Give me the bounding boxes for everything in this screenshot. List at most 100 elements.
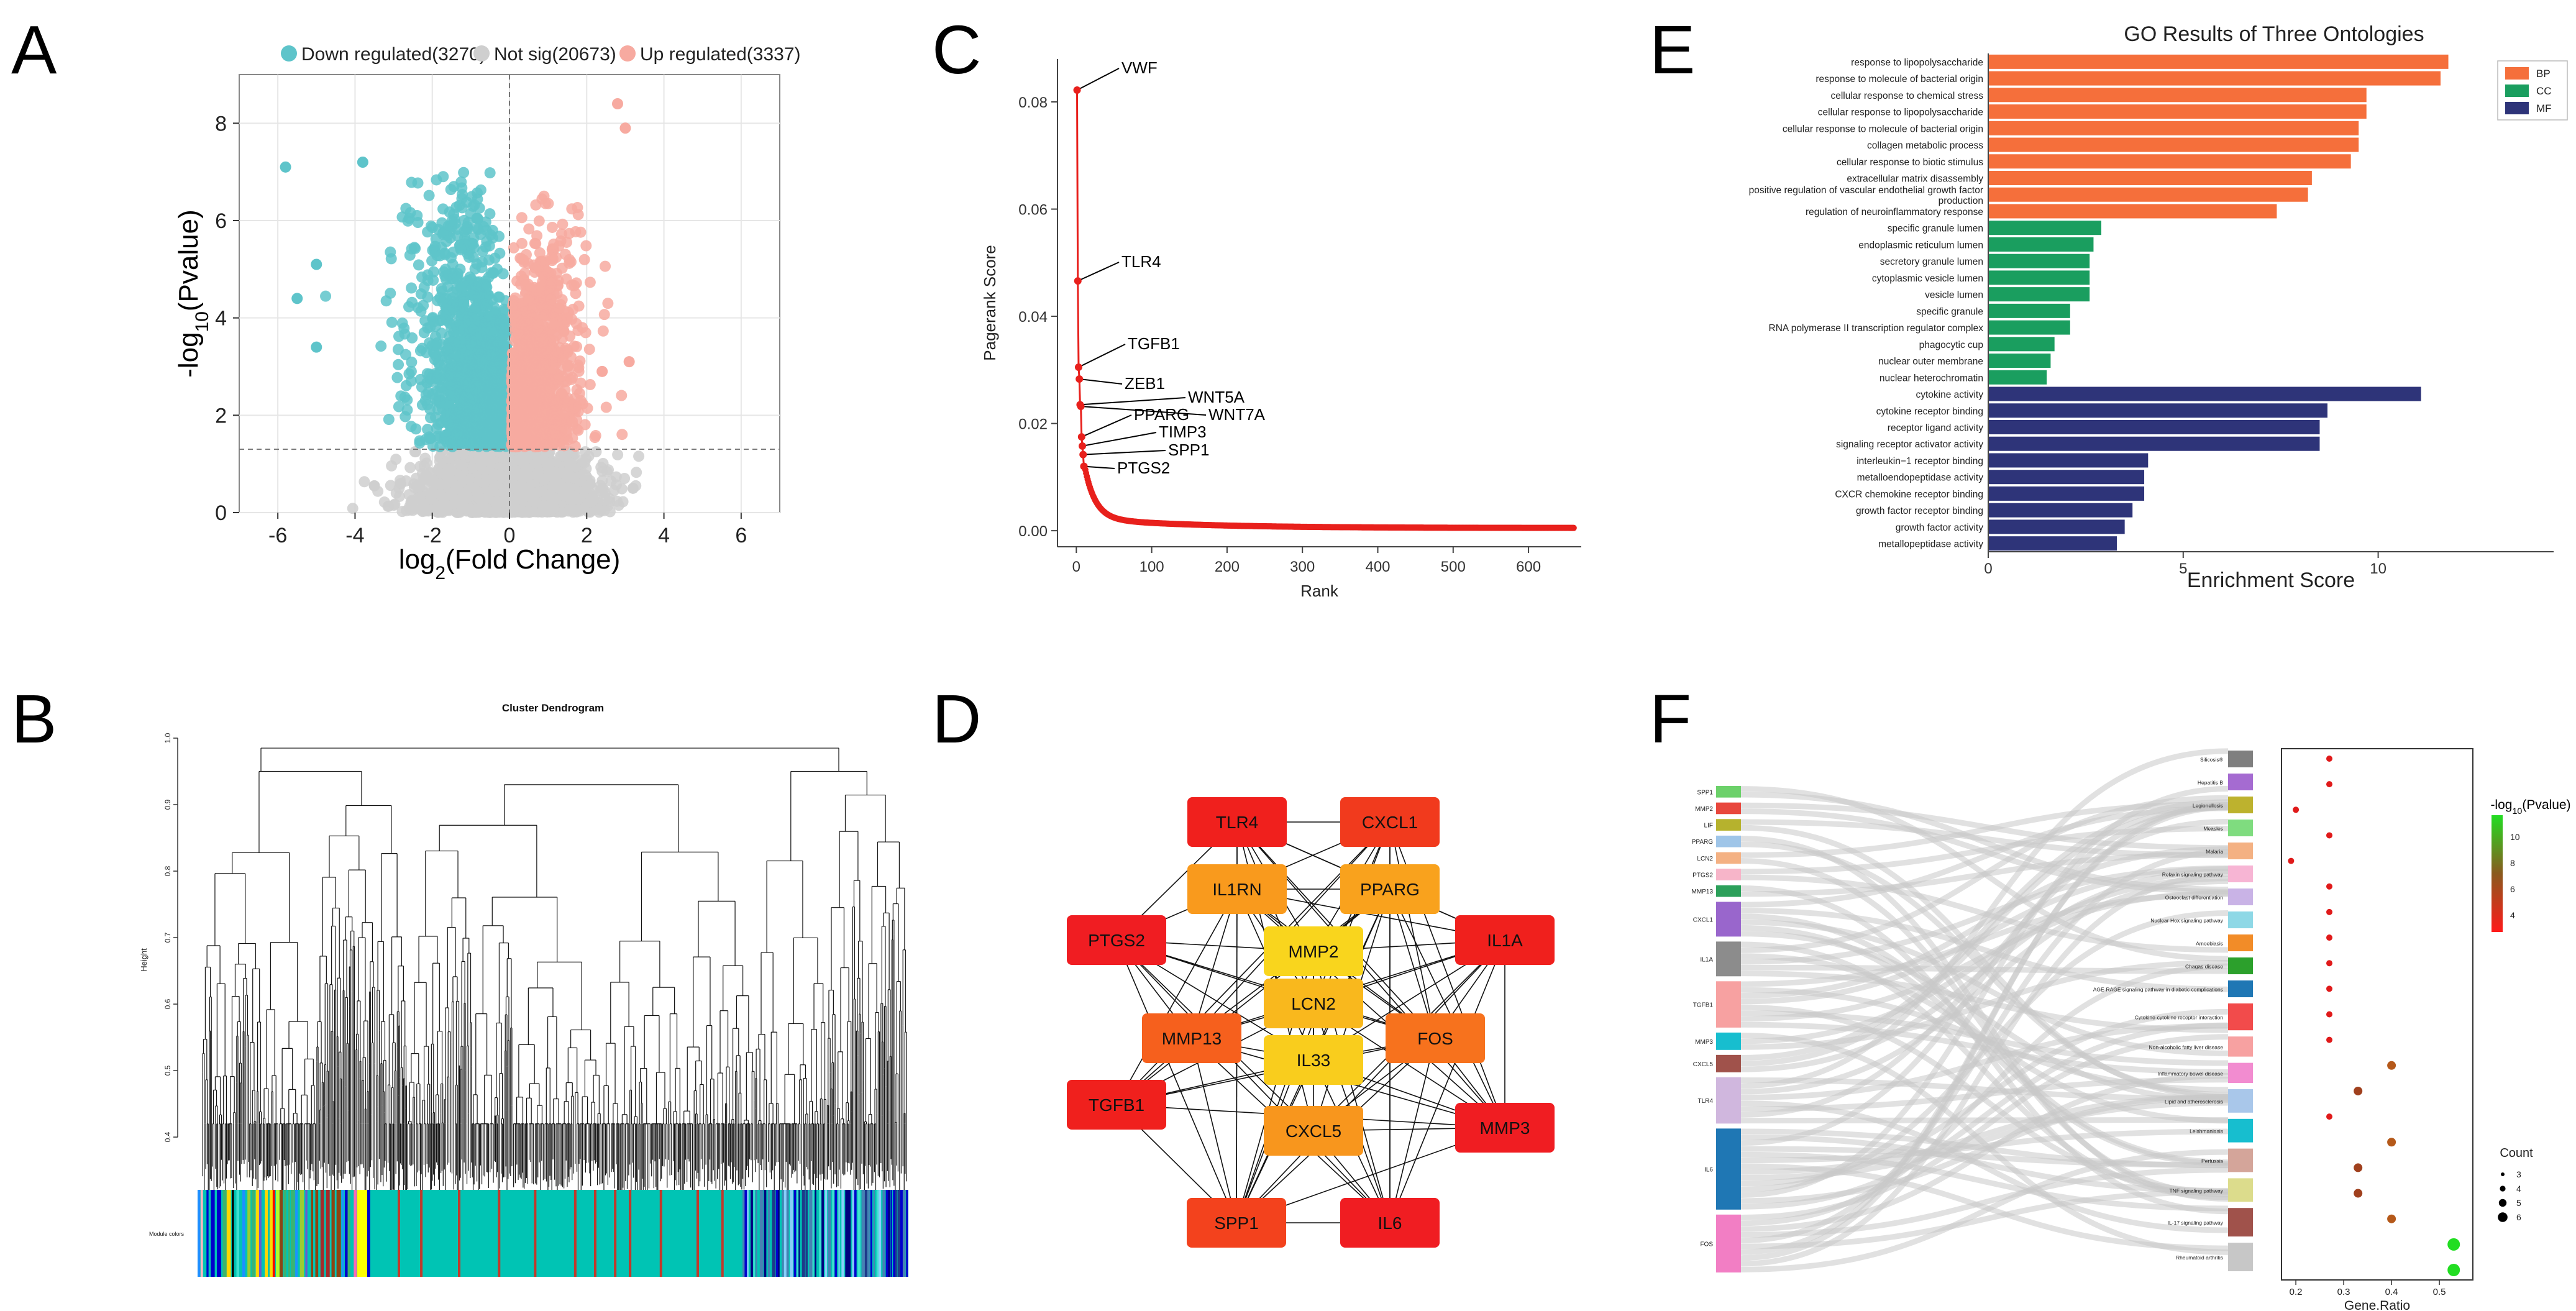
volcano-point: [470, 506, 482, 518]
volcano-point: [575, 226, 587, 238]
volcano-point: [386, 460, 398, 472]
volcano-point: [419, 452, 431, 464]
volcano-point: [616, 483, 628, 495]
volcano-point: [404, 462, 416, 473]
volcano-point: [494, 424, 506, 436]
volcano-point: [508, 493, 520, 505]
volcano-point: [472, 212, 483, 224]
volcano-point: [577, 322, 588, 334]
volcano-point: [458, 167, 470, 178]
volcano-point: [396, 317, 408, 329]
volcano-point: [484, 208, 496, 220]
volcano-point: [481, 281, 493, 293]
volcano-point: [418, 281, 430, 293]
volcano-point: [393, 359, 404, 370]
volcano-point: [412, 177, 424, 189]
volcano-point: [612, 449, 624, 460]
volcano-point: [395, 478, 406, 490]
volcano-point: [489, 409, 501, 421]
volcano-point: [452, 223, 464, 235]
volcano-point: [359, 476, 370, 488]
volcano-point: [464, 271, 476, 283]
volcano-point: [473, 426, 485, 438]
volcano-point: [530, 199, 542, 211]
volcano-point: [420, 474, 432, 486]
volcano-point: [447, 273, 459, 285]
volcano-point: [429, 339, 441, 351]
volcano-point: [422, 399, 434, 411]
volcano-point: [477, 340, 489, 352]
panel-label-d: D: [932, 681, 981, 757]
volcano-point: [598, 309, 610, 321]
volcano-point: [464, 400, 476, 411]
volcano-point: [473, 291, 485, 303]
volcano-point: [597, 325, 609, 337]
volcano-point: [400, 380, 412, 391]
volcano-point: [461, 196, 473, 208]
volcano-point: [391, 372, 403, 383]
volcano-point: [477, 316, 489, 328]
volcano-point: [406, 282, 418, 294]
volcano-point: [427, 313, 439, 324]
volcano-point: [396, 506, 408, 518]
volcano-point: [472, 486, 484, 498]
volcano-point: [572, 202, 583, 214]
volcano-point: [385, 246, 396, 258]
volcano-point: [579, 457, 591, 468]
volcano-point: [410, 423, 422, 435]
volcano-point: [616, 429, 628, 441]
volcano-point: [442, 477, 454, 488]
volcano-point: [580, 240, 592, 252]
volcano-point: [445, 184, 457, 196]
volcano-point: [557, 218, 569, 230]
volcano-point: [442, 397, 454, 409]
volcano-point: [462, 424, 474, 436]
volcano-point: [463, 252, 475, 263]
volcano-point: [481, 473, 493, 485]
volcano-point: [423, 431, 435, 443]
volcano-point: [555, 450, 567, 462]
volcano-point: [431, 502, 442, 514]
volcano-point: [546, 221, 558, 233]
volcano-point: [478, 495, 490, 507]
volcano-point: [633, 450, 645, 462]
volcano-point: [458, 322, 470, 334]
volcano-point: [442, 343, 454, 355]
volcano-point: [565, 457, 577, 469]
volcano-point: [520, 279, 532, 291]
volcano-point: [383, 414, 395, 426]
volcano-point: [466, 359, 478, 370]
volcano-point: [320, 290, 332, 302]
volcano-point: [427, 266, 439, 278]
volcano-point: [480, 354, 492, 366]
volcano-point: [462, 368, 474, 380]
volcano-point: [584, 276, 596, 288]
volcano-point: [375, 340, 387, 352]
volcano-point: [461, 308, 473, 319]
volcano-point: [490, 437, 501, 449]
volcano-point: [595, 462, 607, 473]
volcano-point: [571, 340, 583, 352]
volcano-point: [423, 190, 435, 201]
volcano-point: [564, 483, 575, 495]
volcano-point: [480, 369, 491, 381]
volcano-point: [396, 211, 408, 223]
volcano-point: [425, 412, 437, 424]
volcano-point: [610, 471, 622, 483]
volcano-point: [455, 411, 467, 423]
volcano-point: [512, 454, 524, 466]
volcano-point: [516, 212, 528, 224]
volcano-point: [436, 283, 447, 295]
volcano-point: [414, 437, 426, 449]
volcano-point: [484, 167, 496, 179]
volcano-point: [425, 493, 437, 505]
volcano-point: [392, 344, 404, 355]
volcano-point: [493, 231, 505, 242]
volcano-point: [573, 300, 585, 312]
volcano-points: [280, 98, 645, 518]
volcano-point: [518, 485, 530, 497]
volcano-point: [386, 316, 398, 328]
volcano-point: [413, 259, 424, 271]
volcano-point: [456, 182, 468, 194]
